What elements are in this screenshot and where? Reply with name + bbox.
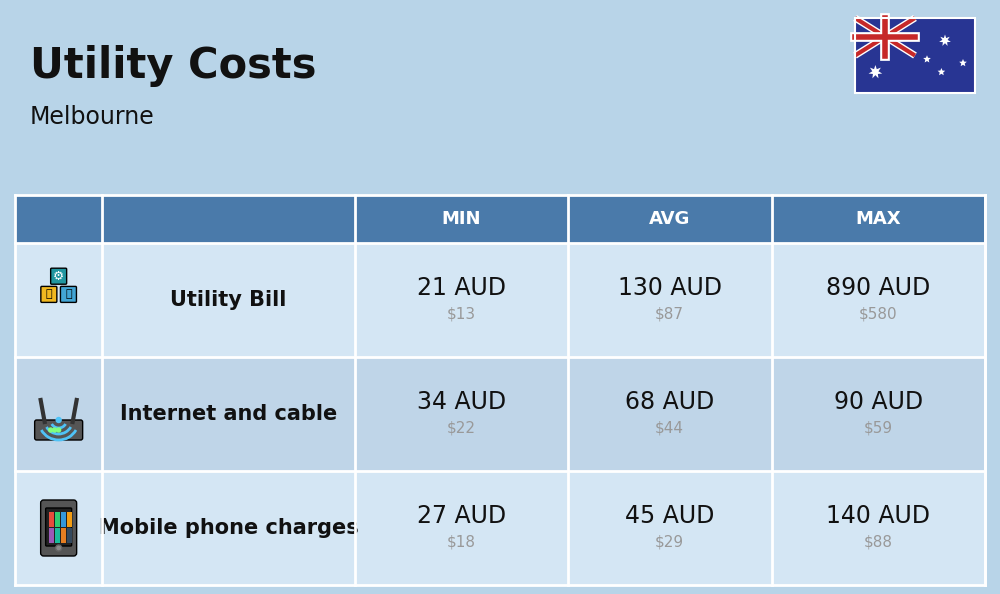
Bar <box>102 357 354 471</box>
Text: Melbourne: Melbourne <box>30 105 155 129</box>
Text: $22: $22 <box>447 421 476 435</box>
Text: 27 AUD: 27 AUD <box>417 504 506 528</box>
Text: $580: $580 <box>859 307 898 321</box>
Text: Internet and cable: Internet and cable <box>120 404 337 424</box>
Text: 90 AUD: 90 AUD <box>834 390 923 414</box>
Bar <box>61 528 66 543</box>
Text: 68 AUD: 68 AUD <box>625 390 714 414</box>
Bar <box>772 471 985 585</box>
Bar <box>354 357 568 471</box>
Bar <box>568 243 772 357</box>
Bar <box>49 528 54 543</box>
Text: AVG: AVG <box>649 210 690 228</box>
Text: $59: $59 <box>864 421 893 435</box>
Text: Utility Costs: Utility Costs <box>30 45 316 87</box>
Text: $87: $87 <box>655 307 684 321</box>
Bar <box>568 357 772 471</box>
Bar <box>568 471 772 585</box>
Bar <box>568 195 772 243</box>
Circle shape <box>53 428 57 432</box>
Circle shape <box>49 428 53 432</box>
Bar <box>772 195 985 243</box>
Polygon shape <box>923 55 931 62</box>
Text: 45 AUD: 45 AUD <box>625 504 714 528</box>
Text: 130 AUD: 130 AUD <box>618 276 722 300</box>
Polygon shape <box>938 68 945 75</box>
Bar <box>772 243 985 357</box>
Bar <box>772 357 985 471</box>
Text: 🔌: 🔌 <box>46 289 52 299</box>
Bar <box>55 512 60 527</box>
Bar <box>855 18 975 93</box>
Text: $44: $44 <box>655 421 684 435</box>
FancyBboxPatch shape <box>41 286 57 302</box>
Bar <box>354 195 568 243</box>
Text: $29: $29 <box>655 535 684 549</box>
FancyBboxPatch shape <box>51 268 67 284</box>
Bar <box>15 471 102 585</box>
Circle shape <box>57 428 61 432</box>
Text: Mobile phone charges: Mobile phone charges <box>99 518 358 538</box>
Bar <box>15 357 102 471</box>
Bar <box>61 512 66 527</box>
Text: 140 AUD: 140 AUD <box>826 504 930 528</box>
Text: 34 AUD: 34 AUD <box>417 390 506 414</box>
Bar <box>15 195 102 243</box>
Bar <box>55 528 60 543</box>
FancyBboxPatch shape <box>60 286 76 302</box>
Bar <box>354 471 568 585</box>
Text: 🚿: 🚿 <box>65 289 72 299</box>
Text: 890 AUD: 890 AUD <box>826 276 930 300</box>
Text: $88: $88 <box>864 535 893 549</box>
Text: ⚙: ⚙ <box>53 270 64 283</box>
FancyBboxPatch shape <box>46 508 72 546</box>
Bar <box>49 512 54 527</box>
Bar <box>354 243 568 357</box>
Polygon shape <box>869 65 882 78</box>
Polygon shape <box>939 34 951 46</box>
Bar <box>102 195 354 243</box>
Bar <box>67 528 72 543</box>
Text: $18: $18 <box>447 535 476 549</box>
Text: $13: $13 <box>447 307 476 321</box>
Text: Utility Bill: Utility Bill <box>170 290 287 310</box>
Bar <box>67 512 72 527</box>
Text: MAX: MAX <box>855 210 901 228</box>
Text: 21 AUD: 21 AUD <box>417 276 506 300</box>
Circle shape <box>56 418 61 422</box>
FancyBboxPatch shape <box>35 420 83 440</box>
Bar <box>102 471 354 585</box>
Bar <box>102 243 354 357</box>
FancyBboxPatch shape <box>41 500 77 556</box>
Bar <box>855 18 975 93</box>
Polygon shape <box>959 59 967 67</box>
Circle shape <box>56 545 62 551</box>
Bar <box>15 243 102 357</box>
Text: MIN: MIN <box>441 210 481 228</box>
